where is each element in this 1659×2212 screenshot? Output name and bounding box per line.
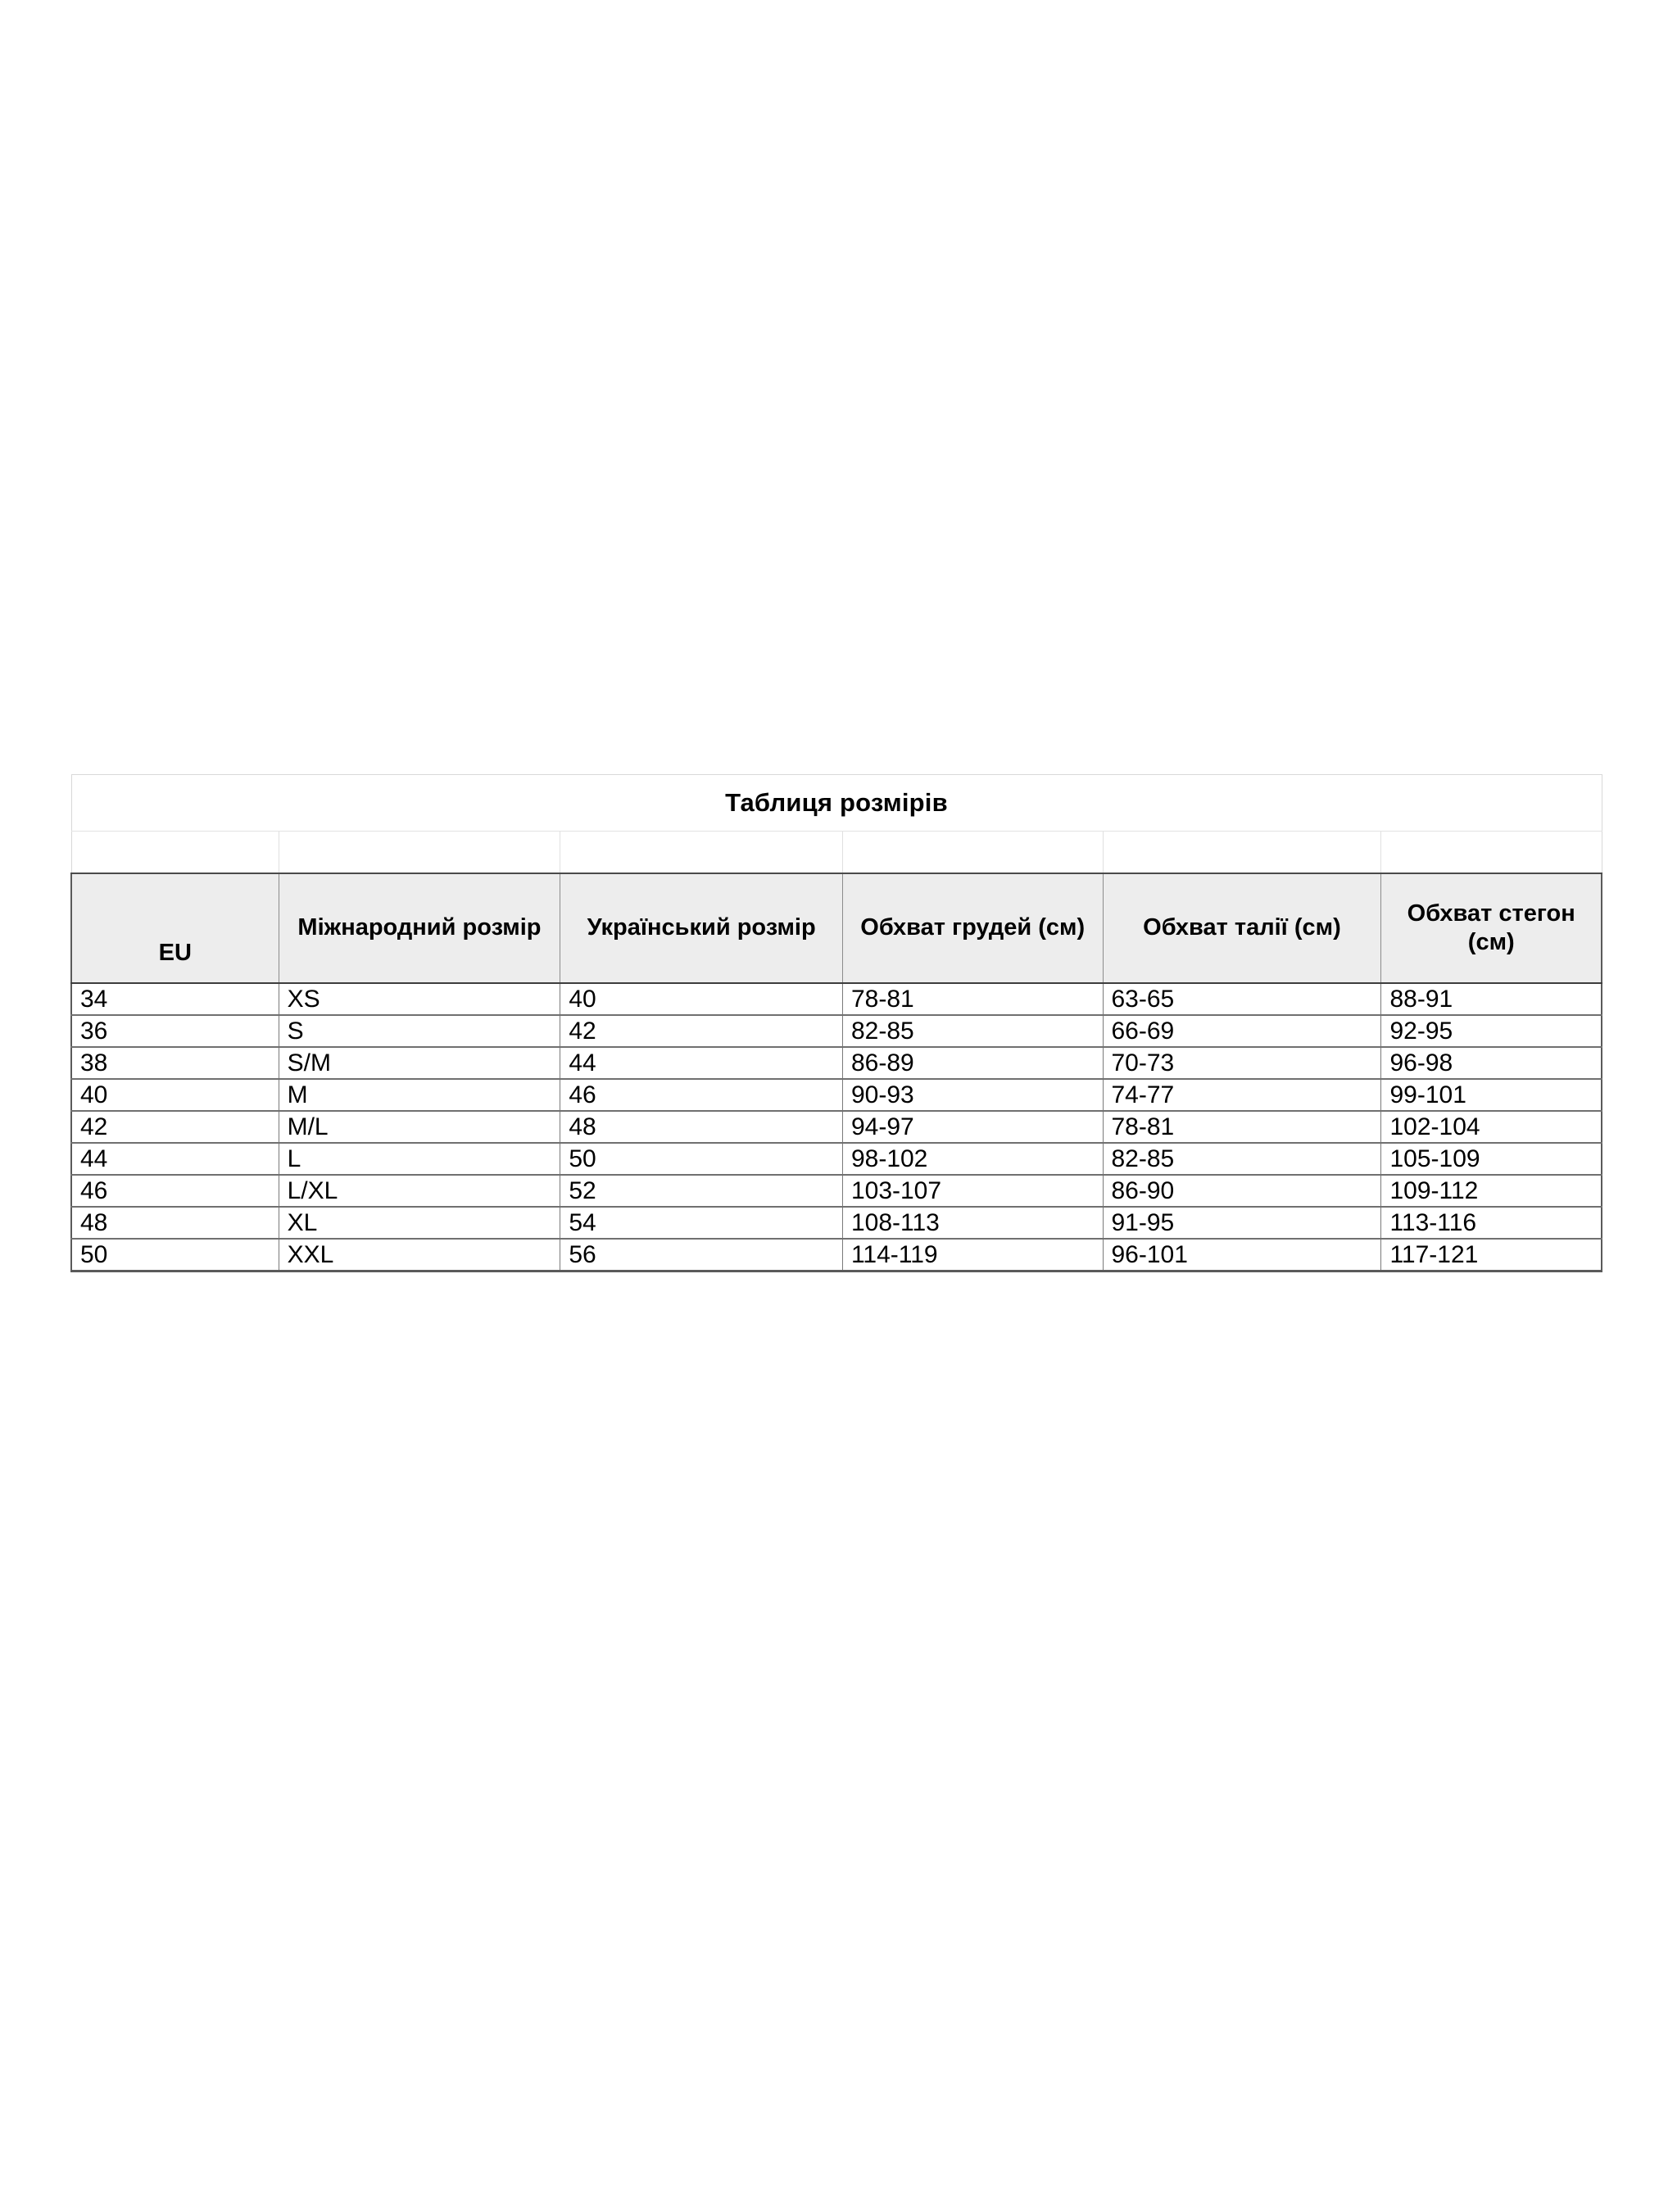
cell-ukrainian-size: 44 xyxy=(560,1047,843,1080)
cell-eu: 48 xyxy=(70,1207,279,1240)
table-spacer-row xyxy=(70,831,1602,874)
table-row: 44 L 50 98-102 82-85 105-109 xyxy=(70,1143,1603,1176)
cell-eu: 38 xyxy=(70,1047,279,1080)
cell-international-size: XS xyxy=(278,983,561,1016)
table-column-header-row: EU Міжнародний розмір Український розмір… xyxy=(70,873,1603,984)
cell-hips: 105-109 xyxy=(1380,1143,1603,1176)
table-row: 38 S/M 44 86-89 70-73 96-98 xyxy=(70,1047,1603,1080)
spacer-cell-6 xyxy=(1380,831,1602,874)
size-chart-container: Таблиця розмірів EU Міжнародний розмір У… xyxy=(70,774,1603,1272)
table-row: 36 S 42 82-85 66-69 92-95 xyxy=(70,1015,1603,1048)
column-header-chest-circumference: Обхват грудей (см) xyxy=(841,873,1104,984)
cell-waist: 78-81 xyxy=(1102,1111,1382,1144)
cell-waist: 91-95 xyxy=(1102,1207,1382,1240)
cell-eu: 44 xyxy=(70,1143,279,1176)
cell-chest: 98-102 xyxy=(841,1143,1104,1176)
cell-international-size: L xyxy=(278,1143,561,1176)
cell-chest: 78-81 xyxy=(841,983,1104,1016)
table-row: 50 XXL 56 114-119 96-101 117-121 xyxy=(70,1239,1603,1272)
table-row: 46 L/XL 52 103-107 86-90 109-112 xyxy=(70,1175,1603,1208)
cell-ukrainian-size: 40 xyxy=(560,983,843,1016)
cell-hips: 92-95 xyxy=(1380,1015,1603,1048)
cell-hips: 117-121 xyxy=(1380,1239,1603,1272)
table-row: 40 M 46 90-93 74-77 99-101 xyxy=(70,1079,1603,1112)
cell-chest: 103-107 xyxy=(841,1175,1104,1208)
column-header-ukrainian-size: Український розмір xyxy=(560,873,843,984)
cell-hips: 113-116 xyxy=(1380,1207,1603,1240)
cell-chest: 82-85 xyxy=(841,1015,1104,1048)
cell-waist: 74-77 xyxy=(1102,1079,1382,1112)
cell-chest: 90-93 xyxy=(841,1079,1104,1112)
cell-international-size: L/XL xyxy=(278,1175,561,1208)
cell-waist: 70-73 xyxy=(1102,1047,1382,1080)
cell-waist: 63-65 xyxy=(1102,983,1382,1016)
cell-ukrainian-size: 50 xyxy=(560,1143,843,1176)
table-row: 42 M/L 48 94-97 78-81 102-104 xyxy=(70,1111,1603,1144)
spacer-cell-3 xyxy=(560,831,843,874)
cell-chest: 108-113 xyxy=(841,1207,1104,1240)
column-header-waist-circumference: Обхват талії (см) xyxy=(1102,873,1382,984)
spacer-cell-1 xyxy=(70,831,279,874)
table-header-group: Таблиця розмірів EU Міжнародний розмір У… xyxy=(70,774,1603,984)
cell-international-size: XXL xyxy=(278,1239,561,1272)
cell-ukrainian-size: 42 xyxy=(560,1015,843,1048)
cell-eu: 34 xyxy=(70,983,279,1016)
cell-eu: 50 xyxy=(70,1239,279,1272)
table-row: 48 XL 54 108-113 91-95 113-116 xyxy=(70,1207,1603,1240)
cell-eu: 40 xyxy=(70,1079,279,1112)
cell-waist: 86-90 xyxy=(1102,1175,1382,1208)
cell-international-size: M/L xyxy=(278,1111,561,1144)
spacer-cell-4 xyxy=(841,831,1104,874)
cell-waist: 66-69 xyxy=(1102,1015,1382,1048)
cell-hips: 96-98 xyxy=(1380,1047,1603,1080)
column-header-international-size: Міжнародний розмір xyxy=(278,873,561,984)
cell-international-size: S xyxy=(278,1015,561,1048)
cell-ukrainian-size: 56 xyxy=(560,1239,843,1272)
cell-ukrainian-size: 52 xyxy=(560,1175,843,1208)
cell-international-size: XL xyxy=(278,1207,561,1240)
cell-eu: 46 xyxy=(70,1175,279,1208)
column-header-eu: EU xyxy=(70,873,279,984)
cell-ukrainian-size: 46 xyxy=(560,1079,843,1112)
cell-hips: 102-104 xyxy=(1380,1111,1603,1144)
cell-hips: 109-112 xyxy=(1380,1175,1603,1208)
spacer-cell-2 xyxy=(278,831,561,874)
cell-international-size: M xyxy=(278,1079,561,1112)
cell-ukrainian-size: 48 xyxy=(560,1111,843,1144)
table-body: 34 XS 40 78-81 63-65 88-91 36 S 42 82-85 66-69 92-9… xyxy=(70,983,1603,1272)
cell-chest: 94-97 xyxy=(841,1111,1104,1144)
cell-chest: 114-119 xyxy=(841,1239,1104,1272)
cell-waist: 96-101 xyxy=(1102,1239,1382,1272)
cell-hips: 88-91 xyxy=(1380,983,1603,1016)
cell-eu: 36 xyxy=(70,1015,279,1048)
cell-eu: 42 xyxy=(70,1111,279,1144)
cell-international-size: S/M xyxy=(278,1047,561,1080)
table-row: 34 XS 40 78-81 63-65 88-91 xyxy=(70,983,1603,1016)
size-chart-table: Таблиця розмірів EU Міжнародний розмір У… xyxy=(70,774,1603,1272)
table-title-row: Таблиця розмірів xyxy=(70,774,1602,832)
spacer-cell-5 xyxy=(1102,831,1382,874)
column-header-hips-circumference: Обхват стегон (см) xyxy=(1380,873,1603,984)
cell-chest: 86-89 xyxy=(841,1047,1104,1080)
cell-ukrainian-size: 54 xyxy=(560,1207,843,1240)
table-title: Таблиця розмірів xyxy=(70,774,1602,832)
cell-hips: 99-101 xyxy=(1380,1079,1603,1112)
cell-waist: 82-85 xyxy=(1102,1143,1382,1176)
